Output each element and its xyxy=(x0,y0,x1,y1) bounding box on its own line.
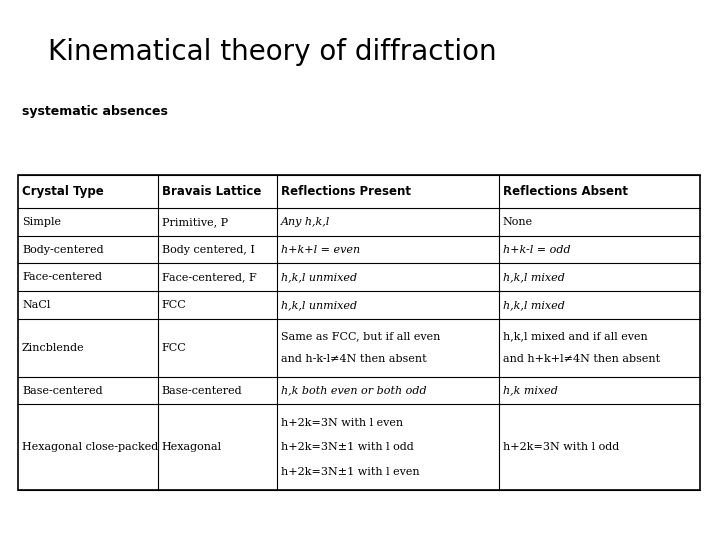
Text: NaCl: NaCl xyxy=(22,300,50,310)
Text: Crystal Type: Crystal Type xyxy=(22,185,104,198)
Text: systematic absences: systematic absences xyxy=(22,105,168,118)
Text: h+k+l = even: h+k+l = even xyxy=(281,245,360,254)
Text: Face-centered, F: Face-centered, F xyxy=(162,272,256,282)
Text: h,k,l mixed: h,k,l mixed xyxy=(503,272,564,282)
Text: h+2k=3N±1 with l even: h+2k=3N±1 with l even xyxy=(281,467,420,477)
Text: h+2k=3N±1 with l odd: h+2k=3N±1 with l odd xyxy=(281,442,414,452)
Text: Reflections Absent: Reflections Absent xyxy=(503,185,628,198)
Text: Primitive, P: Primitive, P xyxy=(162,217,228,227)
Text: Simple: Simple xyxy=(22,217,61,227)
Text: Body centered, I: Body centered, I xyxy=(162,245,255,254)
Text: and h-k-l≠4N then absent: and h-k-l≠4N then absent xyxy=(281,354,427,364)
Text: h,k mixed: h,k mixed xyxy=(503,386,558,395)
Text: h,k,l mixed and if all even: h,k,l mixed and if all even xyxy=(503,331,647,341)
Text: Bravais Lattice: Bravais Lattice xyxy=(162,185,261,198)
Text: and h+k+l≠4N then absent: and h+k+l≠4N then absent xyxy=(503,354,660,364)
Bar xyxy=(18,175,700,490)
Text: Reflections Present: Reflections Present xyxy=(281,185,411,198)
Text: Body-centered: Body-centered xyxy=(22,245,104,254)
Text: Base-centered: Base-centered xyxy=(162,386,243,395)
Text: h,k,l unmixed: h,k,l unmixed xyxy=(281,300,357,310)
Text: Base-centered: Base-centered xyxy=(22,386,103,395)
Text: h+2k=3N with l odd: h+2k=3N with l odd xyxy=(503,442,619,452)
Text: Any h,k,l: Any h,k,l xyxy=(281,217,330,227)
Text: FCC: FCC xyxy=(162,300,186,310)
Text: Zincblende: Zincblende xyxy=(22,343,85,353)
Text: None: None xyxy=(503,217,533,227)
Text: Same as FCC, but if all even: Same as FCC, but if all even xyxy=(281,331,441,341)
Text: Hexagonal: Hexagonal xyxy=(162,442,222,452)
Text: Face-centered: Face-centered xyxy=(22,272,102,282)
Text: h+k-l = odd: h+k-l = odd xyxy=(503,245,570,254)
Text: h+2k=3N with l even: h+2k=3N with l even xyxy=(281,418,403,428)
Text: Hexagonal close-packed: Hexagonal close-packed xyxy=(22,442,158,452)
Text: h,k,l unmixed: h,k,l unmixed xyxy=(281,272,357,282)
Text: h,k both even or both odd: h,k both even or both odd xyxy=(281,386,427,395)
Text: h,k,l mixed: h,k,l mixed xyxy=(503,300,564,310)
Text: Kinematical theory of diffraction: Kinematical theory of diffraction xyxy=(48,38,497,66)
Text: FCC: FCC xyxy=(162,343,186,353)
